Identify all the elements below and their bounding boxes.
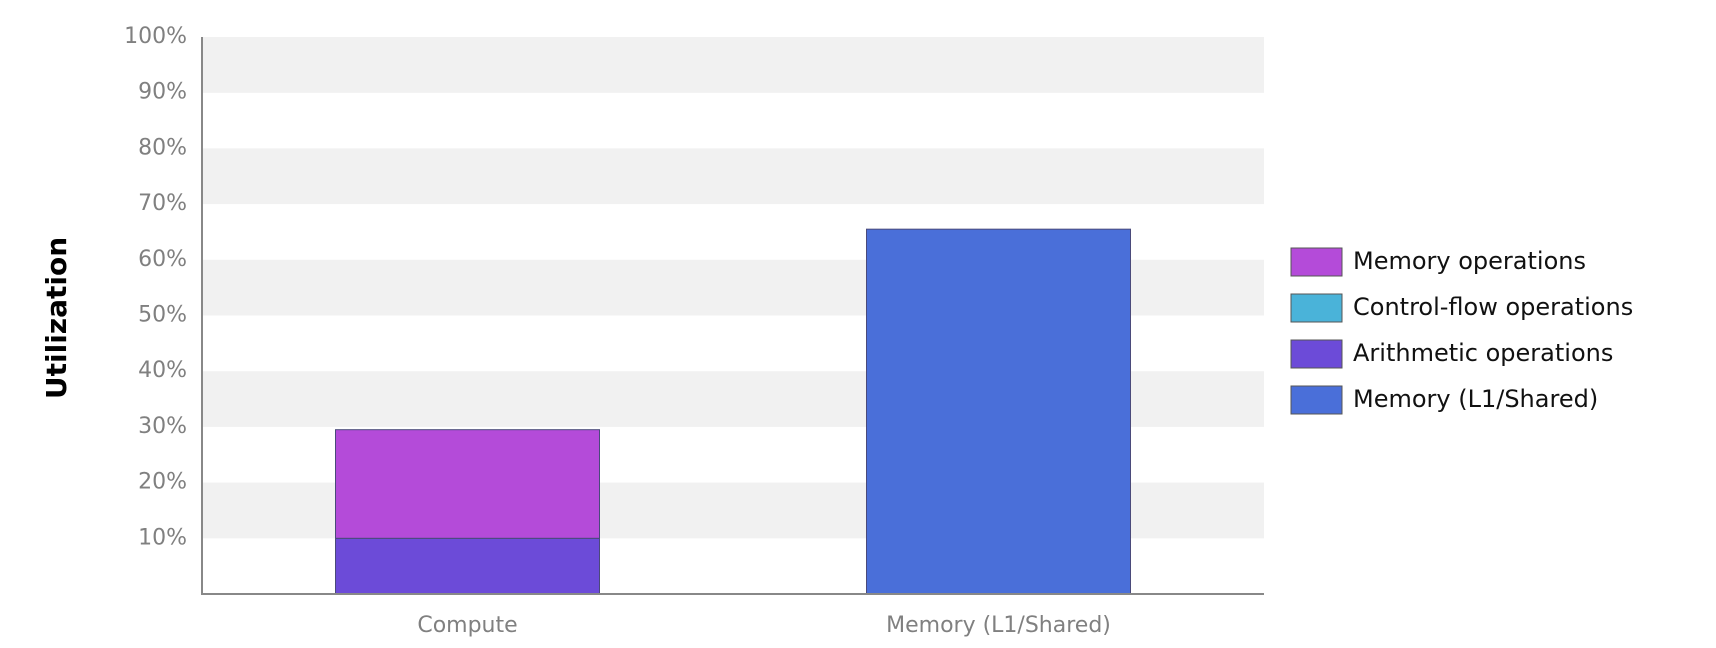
y-tick-label: 10% [138, 525, 187, 550]
y-tick-label: 30% [138, 414, 187, 439]
y-tick-label: 70% [138, 191, 187, 216]
x-tick-labels: Compute Memory (L1/Shared) [417, 613, 1111, 638]
y-tick-label: 40% [138, 358, 187, 383]
bar-segment [866, 228, 1131, 595]
bars-layer [335, 228, 1131, 595]
legend-swatch [1290, 247, 1343, 277]
legend-label: Memory operations [1353, 247, 1586, 275]
legend-swatch [1290, 293, 1343, 323]
axes-layer [201, 37, 1264, 595]
legend-label: Control-flow operations [1353, 293, 1633, 321]
y-tick-label: 80% [138, 135, 187, 160]
y-tick-label: 90% [138, 80, 187, 105]
legend: Memory operations Control-flow operations… [1290, 247, 1633, 415]
legend-label: Arithmetic operations [1353, 339, 1613, 367]
y-tick-label: 100% [124, 24, 187, 49]
legend-label: Memory (L1/Shared) [1353, 385, 1598, 413]
grid-band [202, 37, 1264, 93]
bar-segment [335, 429, 600, 539]
legend-swatch [1290, 385, 1343, 415]
x-tick-label: Compute [417, 613, 517, 638]
y-tick-label: 50% [138, 303, 187, 328]
legend-swatch [1290, 339, 1343, 369]
y-axis-title: Utilization [40, 237, 73, 399]
y-tick-label: 20% [138, 470, 187, 495]
x-tick-label: Memory (L1/Shared) [886, 613, 1111, 638]
bar-segment [335, 537, 600, 595]
grid-band [202, 148, 1264, 205]
y-tick-labels: 10% 20% 30% 40% 50% 60% 70% 80% 90% 100% [124, 24, 187, 550]
y-tick-label: 60% [138, 247, 187, 272]
